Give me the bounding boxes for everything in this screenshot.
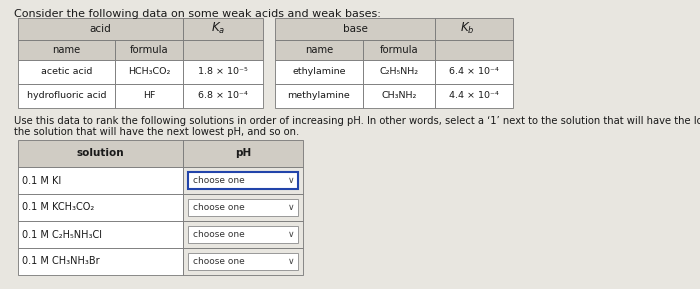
Text: choose one: choose one	[193, 230, 245, 239]
Bar	[188, 253, 298, 270]
Bar	[18, 194, 183, 221]
Text: ∨: ∨	[288, 203, 294, 212]
Bar	[183, 18, 263, 40]
Text: 6.8 × 10⁻⁴: 6.8 × 10⁻⁴	[198, 92, 248, 101]
Bar	[435, 60, 513, 84]
Bar	[188, 226, 298, 243]
Bar	[115, 60, 183, 84]
Text: base: base	[342, 24, 368, 34]
Bar	[435, 18, 513, 40]
Bar	[188, 199, 298, 216]
Bar	[275, 60, 363, 84]
Text: pH: pH	[235, 149, 251, 158]
Bar	[363, 84, 435, 108]
Bar	[183, 167, 303, 194]
Text: ∨: ∨	[288, 257, 294, 266]
Text: C₂H₅NH₂: C₂H₅NH₂	[379, 68, 419, 77]
Bar	[183, 194, 303, 221]
Text: ∨: ∨	[288, 176, 294, 185]
Text: Consider the following data on some weak acids and weak bases:: Consider the following data on some weak…	[14, 9, 381, 19]
Bar	[275, 18, 435, 40]
Text: 6.4 × 10⁻⁴: 6.4 × 10⁻⁴	[449, 68, 499, 77]
Text: 4.4 × 10⁻⁴: 4.4 × 10⁻⁴	[449, 92, 499, 101]
Bar	[183, 248, 303, 275]
Text: 0.1 Μ CH₃NH₃Br: 0.1 Μ CH₃NH₃Br	[22, 257, 99, 266]
Text: hydrofluoric acid: hydrofluoric acid	[27, 92, 106, 101]
Bar	[183, 60, 263, 84]
Bar	[18, 60, 115, 84]
Text: name: name	[52, 45, 80, 55]
Text: HF: HF	[143, 92, 155, 101]
Text: Use this data to rank the following solutions in order of increasing pH. In othe: Use this data to rank the following solu…	[14, 116, 700, 126]
Bar	[183, 40, 263, 60]
Text: formula: formula	[379, 45, 419, 55]
Bar	[115, 84, 183, 108]
Text: 0.1 Μ KI: 0.1 Μ KI	[22, 175, 62, 186]
Bar	[435, 40, 513, 60]
Text: the solution that will have the next lowest pH, and so on.: the solution that will have the next low…	[14, 127, 300, 137]
Bar	[188, 172, 298, 189]
Text: 0.1 Μ KCH₃CO₂: 0.1 Μ KCH₃CO₂	[22, 203, 95, 212]
Text: acetic acid: acetic acid	[41, 68, 92, 77]
Bar	[275, 40, 363, 60]
Text: choose one: choose one	[193, 203, 245, 212]
Bar	[183, 84, 263, 108]
Bar	[18, 84, 115, 108]
Bar	[183, 140, 303, 167]
Bar	[18, 18, 183, 40]
Text: choose one: choose one	[193, 176, 245, 185]
Text: ethylamine: ethylamine	[293, 68, 346, 77]
Bar	[115, 40, 183, 60]
Text: solution: solution	[77, 149, 125, 158]
Text: HCH₃CO₂: HCH₃CO₂	[128, 68, 170, 77]
Text: formula: formula	[130, 45, 168, 55]
Bar	[18, 167, 183, 194]
Bar	[18, 221, 183, 248]
Text: choose one: choose one	[193, 257, 245, 266]
Bar	[435, 84, 513, 108]
Text: ∨: ∨	[288, 230, 294, 239]
Text: 0.1 Μ C₂H₅NH₃Cl: 0.1 Μ C₂H₅NH₃Cl	[22, 229, 102, 240]
Bar	[18, 140, 183, 167]
Text: 1.8 × 10⁻⁵: 1.8 × 10⁻⁵	[198, 68, 248, 77]
Bar	[18, 40, 115, 60]
Text: CH₃NH₂: CH₃NH₂	[382, 92, 416, 101]
Text: methylamine: methylamine	[288, 92, 351, 101]
Text: name: name	[305, 45, 333, 55]
Bar	[18, 248, 183, 275]
Text: $K_a$: $K_a$	[211, 21, 225, 36]
Text: acid: acid	[90, 24, 111, 34]
Text: $K_b$: $K_b$	[460, 21, 475, 36]
Bar	[275, 84, 363, 108]
Bar	[183, 221, 303, 248]
Bar	[363, 40, 435, 60]
Bar	[363, 60, 435, 84]
